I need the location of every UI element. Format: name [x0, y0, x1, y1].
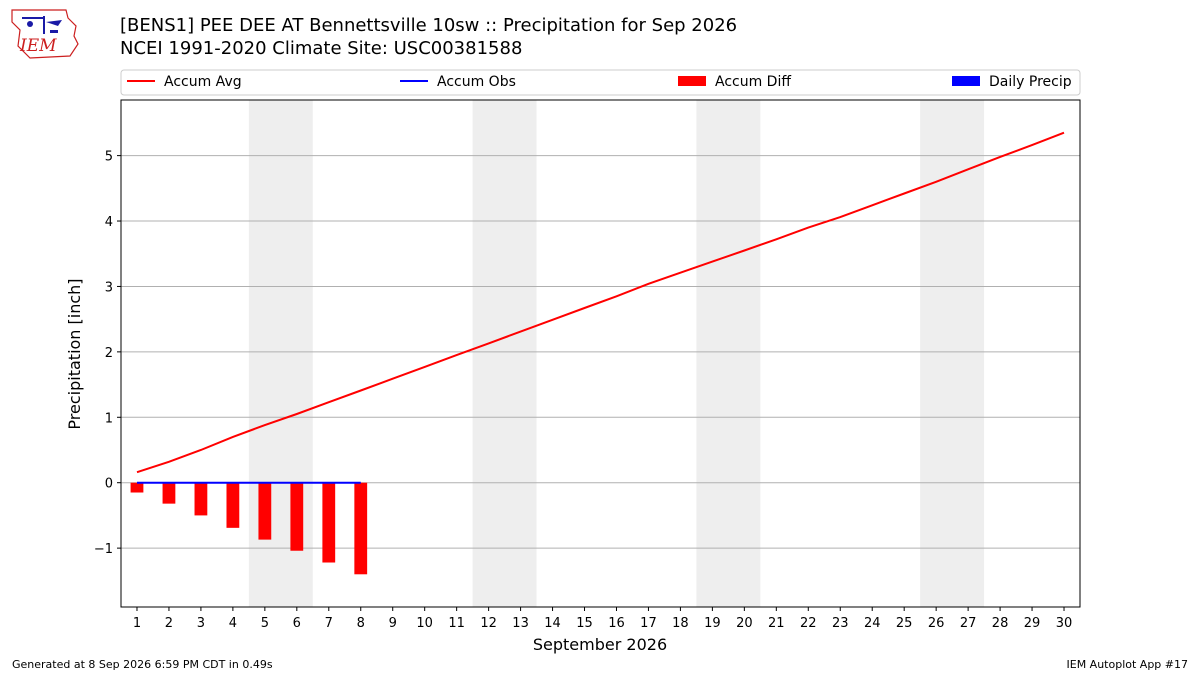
x-tick-label: 6: [293, 616, 301, 631]
legend-label: Accum Avg: [164, 74, 242, 90]
x-tick-label: 29: [1024, 616, 1041, 631]
chart-subtitle: NCEI 1991-2020 Climate Site: USC00381588: [120, 38, 522, 59]
x-tick-label: 30: [1056, 616, 1073, 631]
x-tick-label: 9: [389, 616, 397, 631]
y-tick-label: 4: [105, 215, 113, 230]
x-tick-label: 14: [544, 616, 561, 631]
accum-diff-bar: [258, 482, 272, 540]
x-tick-label: 13: [512, 616, 529, 631]
x-axis-ticks: 1 2 3 4 5 6 7 8 9 10 11 12 13 14 15 16 17 18 19 20 21 22 23 24 2…: [133, 607, 1072, 631]
accum-diff-bars: [130, 482, 368, 575]
x-tick-label: 20: [736, 616, 753, 631]
x-tick-label: 7: [325, 616, 333, 631]
x-tick-label: 25: [896, 616, 913, 631]
legend-label: Accum Diff: [715, 74, 791, 90]
x-tick-label: 3: [197, 616, 205, 631]
x-tick-label: 26: [928, 616, 945, 631]
accum-diff-bar: [290, 482, 304, 551]
y-tick-label: 0: [105, 477, 113, 492]
accum-diff-bar: [130, 482, 144, 493]
legend-swatch: [678, 76, 706, 86]
x-tick-label: 23: [832, 616, 849, 631]
x-tick-label: 28: [992, 616, 1009, 631]
accum-diff-bar: [226, 482, 240, 528]
x-tick-label: 2: [165, 616, 173, 631]
x-tick-label: 4: [229, 616, 237, 631]
accum-diff-bar: [322, 482, 336, 563]
legend-swatch: [952, 76, 980, 86]
weekend-band: [696, 100, 761, 607]
x-tick-label: 19: [704, 616, 721, 631]
plot-area: 1 2 3 4 5 6 7 8 9 10 11 12 13 14 15 16 17 18 19 20 21 22 23 24 2…: [94, 99, 1081, 631]
y-axis-ticks: −1 0 1 2 3 4 5: [94, 150, 121, 557]
x-tick-label: 8: [357, 616, 365, 631]
y-axis-label: Precipitation [inch]: [65, 278, 84, 429]
series-lines: [136, 131, 1065, 484]
plot-frame: [120, 99, 1081, 608]
weekend-band: [472, 100, 537, 607]
x-tick-label: 15: [576, 616, 593, 631]
legend-label: Daily Precip: [989, 74, 1072, 90]
x-tick-label: 1: [133, 616, 141, 631]
x-tick-label: 5: [261, 616, 269, 631]
accum-diff-bar: [354, 482, 368, 575]
y-tick-label: 1: [105, 411, 113, 426]
x-tick-label: 12: [480, 616, 497, 631]
y-tick-label: 5: [105, 150, 113, 165]
logo-text: IEM: [19, 36, 57, 56]
x-tick-label: 22: [800, 616, 817, 631]
x-tick-label: 18: [672, 616, 689, 631]
x-tick-label: 10: [416, 616, 433, 631]
accum-diff-bar: [162, 482, 176, 504]
accum-diff-bar: [194, 482, 208, 516]
accum-avg-line: [136, 131, 1065, 474]
x-axis-label: September 2026: [533, 635, 667, 654]
x-tick-label: 11: [448, 616, 465, 631]
y-tick-label: 3: [105, 280, 113, 295]
iem-logo: IEM: [11, 9, 79, 59]
y-tick-label: 2: [105, 346, 113, 361]
x-tick-label: 17: [640, 616, 657, 631]
app-credit: IEM Autoplot App #17: [1067, 658, 1189, 671]
x-tick-label: 27: [960, 616, 977, 631]
x-tick-label: 24: [864, 616, 881, 631]
chart-title: [BENS1] PEE DEE AT Bennettsville 10sw ::…: [120, 15, 737, 36]
y-tick-label: −1: [94, 542, 113, 557]
weekend-shading: [248, 100, 985, 607]
legend-label: Accum Obs: [437, 74, 516, 90]
legend: Accum Avg Accum Obs Accum Diff Daily Precip: [120, 69, 1081, 96]
generated-timestamp: Generated at 8 Sep 2026 6:59 PM CDT in 0…: [12, 658, 273, 671]
x-tick-label: 16: [608, 616, 625, 631]
x-tick-label: 21: [768, 616, 785, 631]
